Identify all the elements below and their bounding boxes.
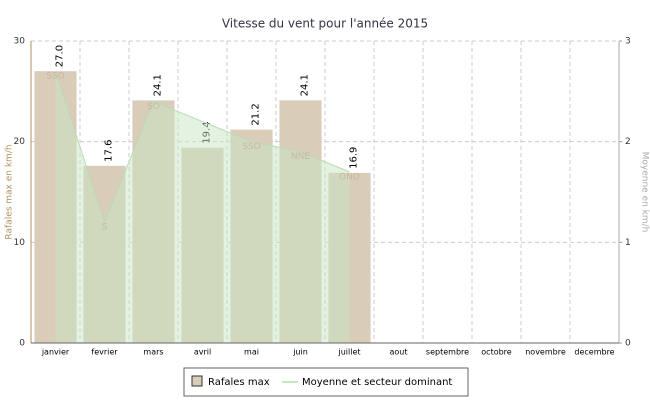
y2-tick-label: 0 [625,339,631,349]
point-label: SSO [242,142,261,152]
y2-tick-label: 2 [625,137,631,147]
point-label: SO [147,102,160,112]
x-tick-label: mars [143,348,163,357]
y2-tick-label: 1 [625,238,631,248]
x-tick-label: mai [244,348,259,357]
point-label: S [102,223,108,233]
x-tick-label: octobre [481,348,512,357]
value-label: 24.1 [300,74,311,96]
point-label: ONO [339,172,360,182]
x-tick-label: aout [389,348,407,357]
value-label: 21.2 [251,103,262,125]
y-tick-label: 20 [14,137,26,147]
x-tick-label: janvier [41,348,70,357]
point-label: SSO [46,72,65,82]
x-tick-label: avril [194,348,211,357]
chart-title: Vitesse du vent pour l'année 2015 [222,17,428,31]
x-tick-label: septembre [426,348,469,357]
area-line [55,71,350,224]
value-label: 27.0 [55,45,66,67]
legend-swatch [191,375,203,387]
y-tick-label: 10 [14,238,26,248]
x-tick-label: juillet [337,348,360,357]
value-label: 17.6 [104,140,115,162]
x-tick-label: decembre [574,348,614,357]
value-label: 24.1 [153,74,164,96]
area [55,71,350,343]
point-label: NNE [291,152,310,162]
y2-tick-label: 3 [625,37,631,47]
legend-label: Rafales max [208,377,270,388]
x-tick-label: fevrier [91,348,118,357]
x-tick-label: novembre [525,348,566,357]
y2-axis-label: Moyenne en km/h [640,152,650,233]
value-label: 16.9 [349,147,360,169]
x-tick-label: juin [292,348,308,357]
y-tick-label: 30 [14,37,26,47]
y-tick-label: 0 [19,339,25,349]
legend-box [183,367,469,397]
legend-label: Moyenne et secteur dominant [302,377,452,388]
y-axis-label: Rafales max en km/h [5,144,15,239]
